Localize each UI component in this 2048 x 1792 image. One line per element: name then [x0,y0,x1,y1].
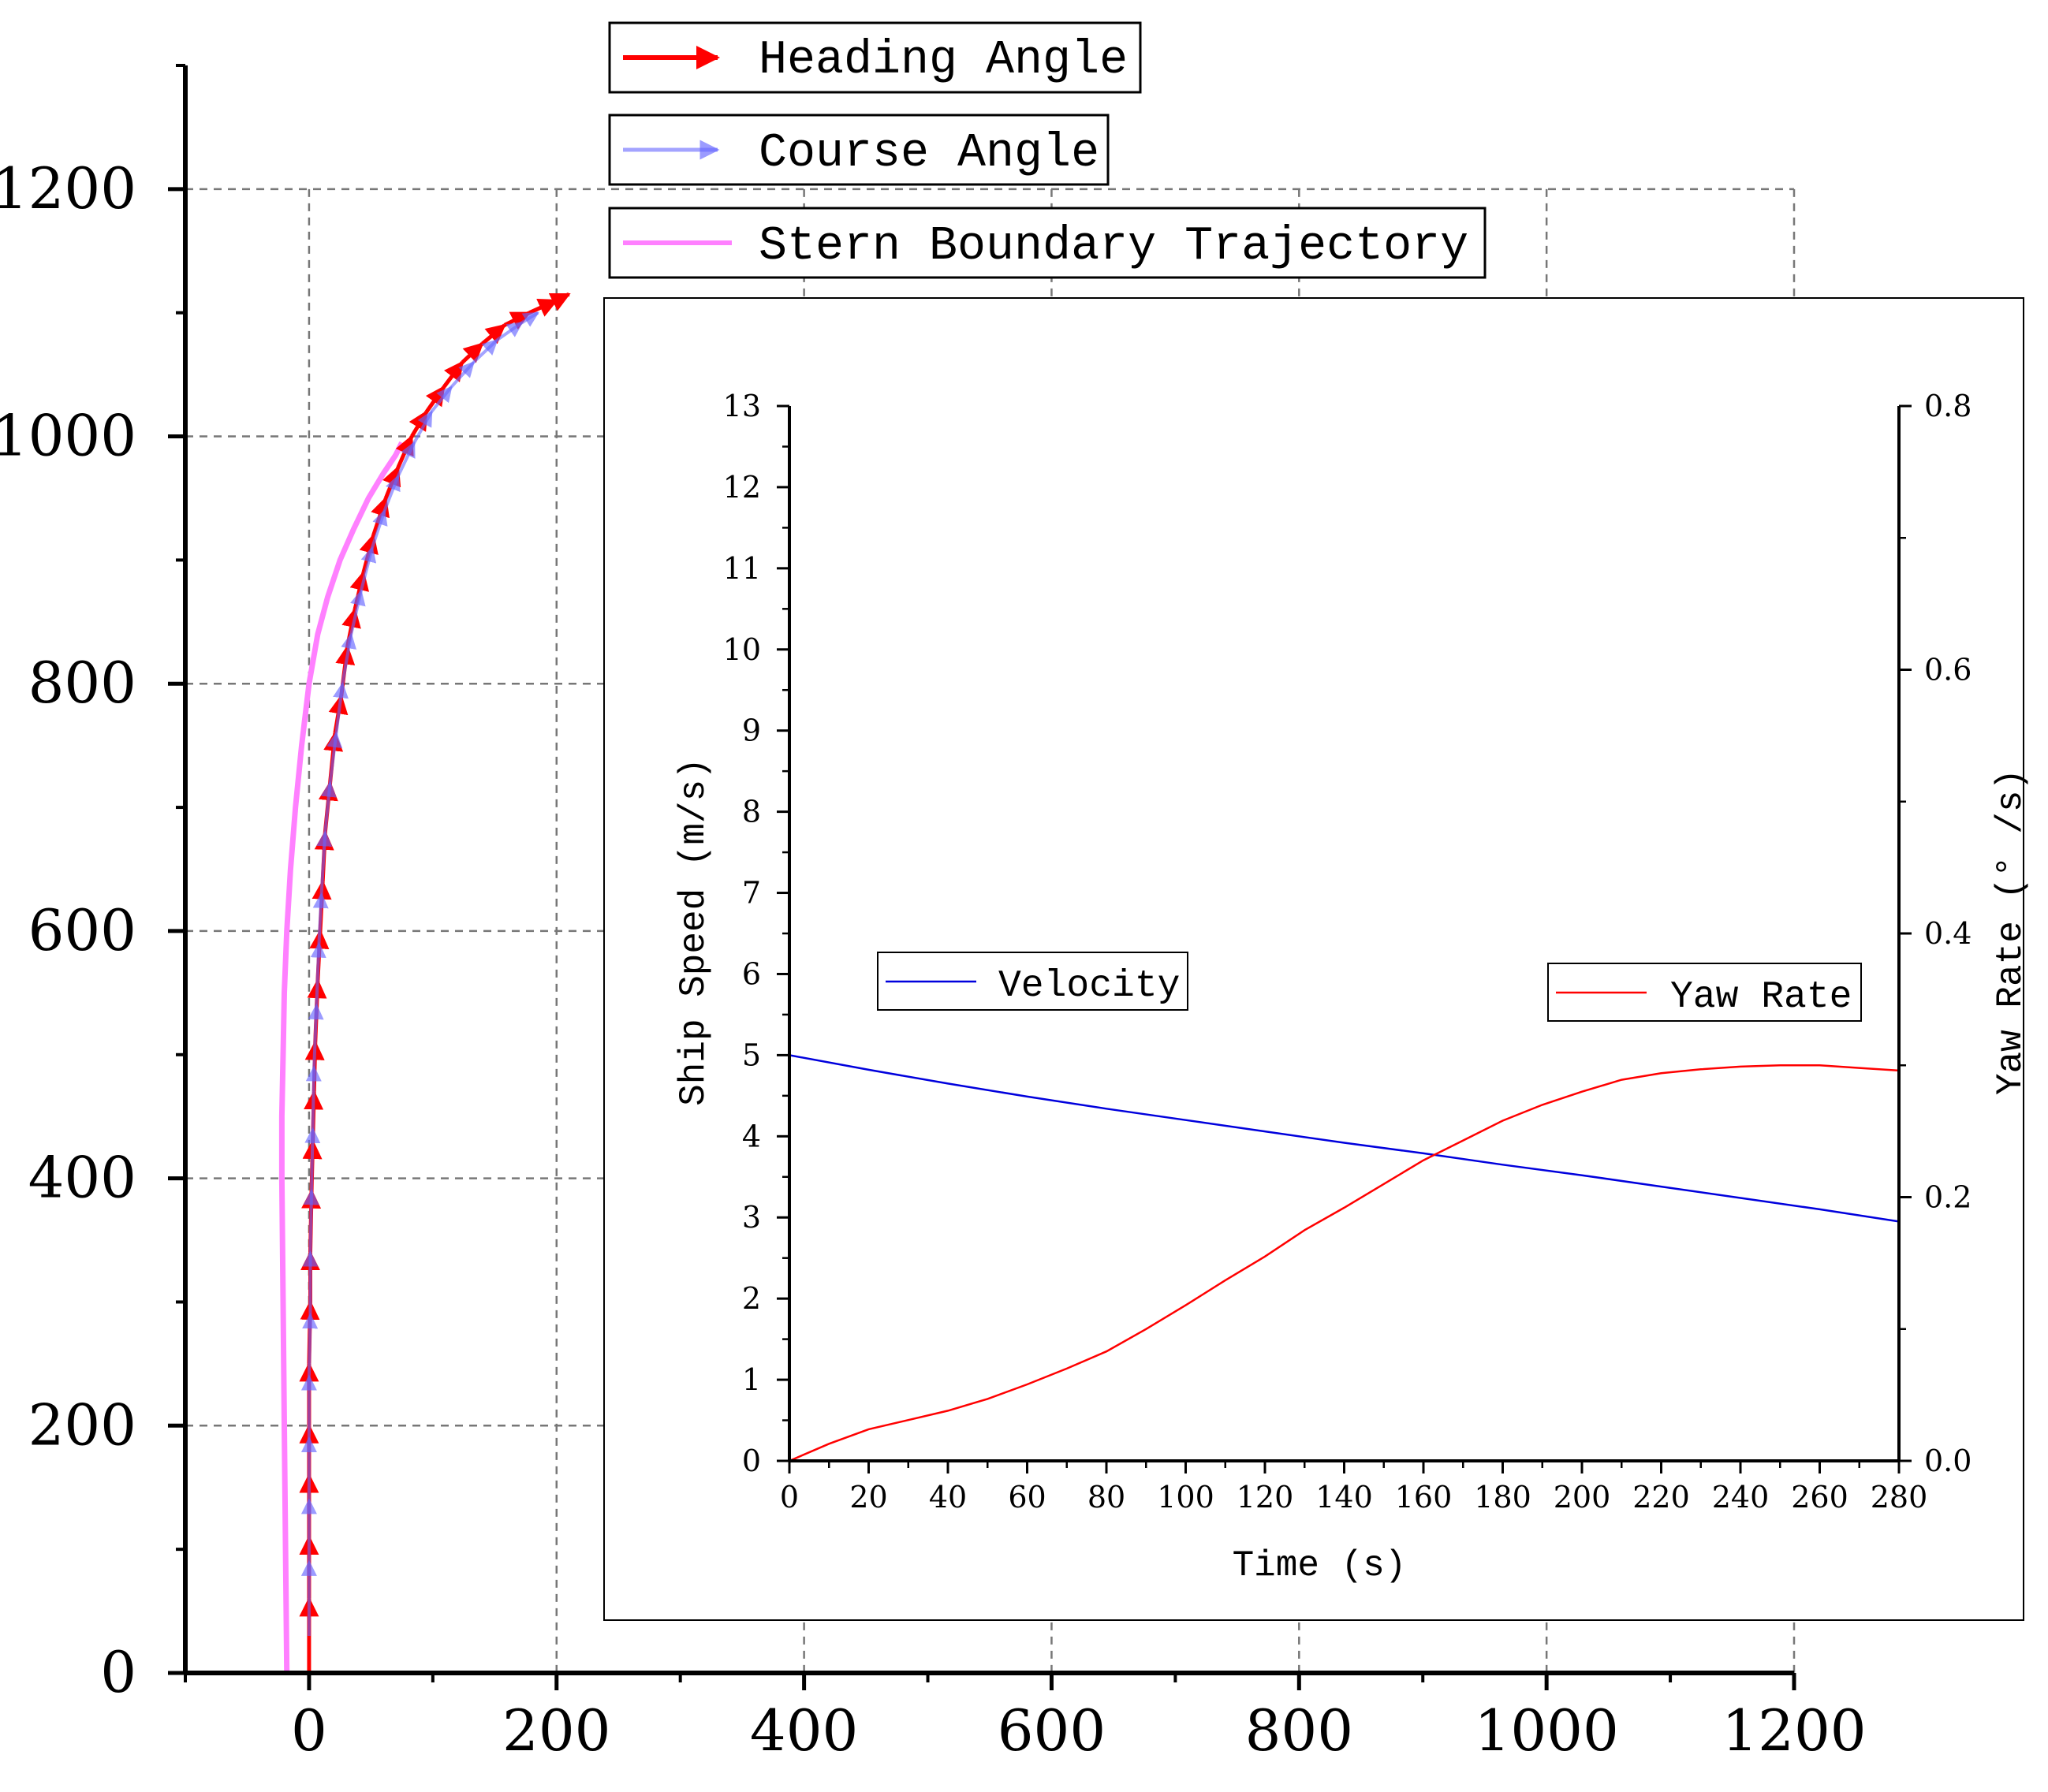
main-x-tick-label: 0 [291,1697,327,1764]
heading-angle-arrow [461,342,484,364]
inset-x-tick-label: 260 [1791,1480,1848,1514]
inset-y-tick-label-left: 1 [742,1362,761,1397]
main-x-tick-label: 400 [750,1697,858,1764]
inset-x-tick-label: 40 [929,1480,967,1514]
inset-y-tick-label-left: 2 [742,1281,761,1316]
inset-x-tick-label: 60 [1008,1480,1046,1514]
legend-velocity: Velocity [877,952,1188,1011]
inset-y-tick-label-left: 11 [723,551,761,586]
inset-y-tick-label-right: 0.2 [1924,1180,1972,1215]
inset-y-tick-label-left: 12 [723,470,761,505]
main-y-tick-label: 1000 [0,403,136,469]
inset-y-tick-label-right: 0.0 [1924,1444,1972,1478]
heading-angle-arrow [481,323,506,345]
inset-y-tick-label-right: 0.4 [1924,916,1972,951]
inset-y-tick-label-left: 8 [742,795,761,829]
course-angle-arrow [302,1313,319,1377]
legend-label-stern-boundary: Stern Boundary Trajectory [759,220,1468,274]
legend-entry-stern-boundary: Stern Boundary Trajectory [608,207,1487,279]
course-angle-arrow [382,474,401,512]
main-legend: Heading Angle Course Angle Stern Boundar… [608,21,1487,279]
course-angle-arrow [305,1065,322,1129]
course-angle-arrow [359,546,377,592]
inset-y-tick-label-left: 4 [742,1119,761,1153]
course-angle-arrow [310,941,326,1006]
legend-entry-course-angle: Course Angle [608,114,1110,186]
course-angle-arrow [326,731,343,783]
course-angle-arrow [397,441,416,477]
course-angle-arrow [341,632,357,684]
course-angle-arrow [304,1127,321,1191]
course-angle-arrow [450,360,476,389]
inset-y-tick-label-left: 9 [742,713,761,748]
legend-entry-heading-angle: Heading Angle [608,21,1142,94]
course-angle-arrow [349,589,366,635]
inset-x-tick-label: 120 [1237,1480,1294,1514]
course-angle-arrow [520,311,539,327]
inset-x-tick-label: 200 [1554,1480,1611,1514]
main-axes: 0 200 400 600 800 1000 12000200400600800100012… [0,64,1867,1764]
inset-x-tick-label: 240 [1712,1480,1770,1514]
course-angle-arrow [412,410,434,444]
legend-label-heading-angle: Heading Angle [759,34,1128,88]
inset-y-tick-label-left: 0 [742,1444,761,1478]
inset-frame [603,297,2024,1621]
legend-label-yaw-rate: Yaw Rate [1670,976,1852,1019]
inset-x-tick-label: 280 [1871,1480,1928,1514]
course-angle-arrow [430,386,453,413]
inset-y-tick-label-left: 13 [723,389,761,423]
main-x-tick-label: 200 [502,1697,610,1764]
inset-series-layer [789,1054,1900,1462]
inset-x-tick-label: 140 [1315,1480,1373,1514]
main-x-tick-label: 600 [998,1697,1106,1764]
course-angle-arrow [371,509,388,549]
yaw-rate-line [789,1064,1900,1462]
inset-x-tick-label: 100 [1157,1480,1214,1514]
inset-x-axis-title: Time (s) [1233,1545,1407,1586]
inset-x-tick-label: 180 [1474,1480,1531,1514]
course-angle-arrow [496,321,524,341]
heading-angle-arrow [548,292,571,311]
inset-panel: 0 20 40 60 80 100 120 140 160 180 200 220 240 260 2800… [603,297,2031,1621]
velocity-line [789,1054,1900,1223]
legend-yaw-rate: Yaw Rate [1547,963,1862,1022]
main-y-tick-label: 0 [100,1639,136,1705]
course-angle-arrow [312,892,329,944]
legend-label-course-angle: Course Angle [759,127,1099,181]
main-y-tick-label: 1200 [0,155,136,222]
legend-label-velocity: Velocity [998,965,1180,1008]
inset-y-tick-label-left: 10 [723,632,761,667]
inset-x-tick-label: 80 [1087,1480,1125,1514]
main-y-tick-label: 400 [28,1145,136,1211]
inset-y-tick-label-left: 6 [742,956,761,991]
inset-axes: 0 20 40 60 80 100 120 140 160 180 200 220 240 260 2800… [723,389,1972,1514]
course-angle-arrow [303,1189,319,1253]
main-series-layer [278,292,571,1674]
course-angle-arrow [316,830,333,894]
inset-y-tick-label-left: 5 [742,1038,761,1072]
inset-y-tick-label-right: 0.8 [1924,389,1972,423]
main-y-tick-label: 600 [28,897,136,963]
main-y-tick-label: 800 [28,650,136,716]
course-angle-arrow [308,1004,324,1067]
course-angle-arrow [333,682,349,734]
inset-y-axis-title-right: Yaw Rate (° /s) [1990,769,2031,1095]
main-y-tick-label: 200 [28,1392,136,1458]
course-angle-arrow [320,781,337,833]
heading-angle-arrow [528,298,559,317]
inset-x-tick-label: 220 [1632,1480,1690,1514]
inset-x-tick-label: 20 [849,1480,887,1514]
inset-y-axis-title-left: Ship Speed (m/s) [673,758,714,1106]
main-x-tick-label: 1200 [1722,1697,1866,1764]
inset-x-tick-label: 160 [1395,1480,1453,1514]
main-x-tick-label: 1000 [1475,1697,1619,1764]
inset-y-tick-label-left: 3 [742,1200,761,1235]
course-angle-arrow [472,338,498,363]
main-x-tick-label: 800 [1245,1697,1353,1764]
stern-boundary-line [278,441,405,1674]
inset-y-tick-label-left: 7 [742,876,761,911]
inset-y-tick-label-right: 0.6 [1924,653,1972,687]
inset-x-tick-label: 0 [780,1480,799,1514]
